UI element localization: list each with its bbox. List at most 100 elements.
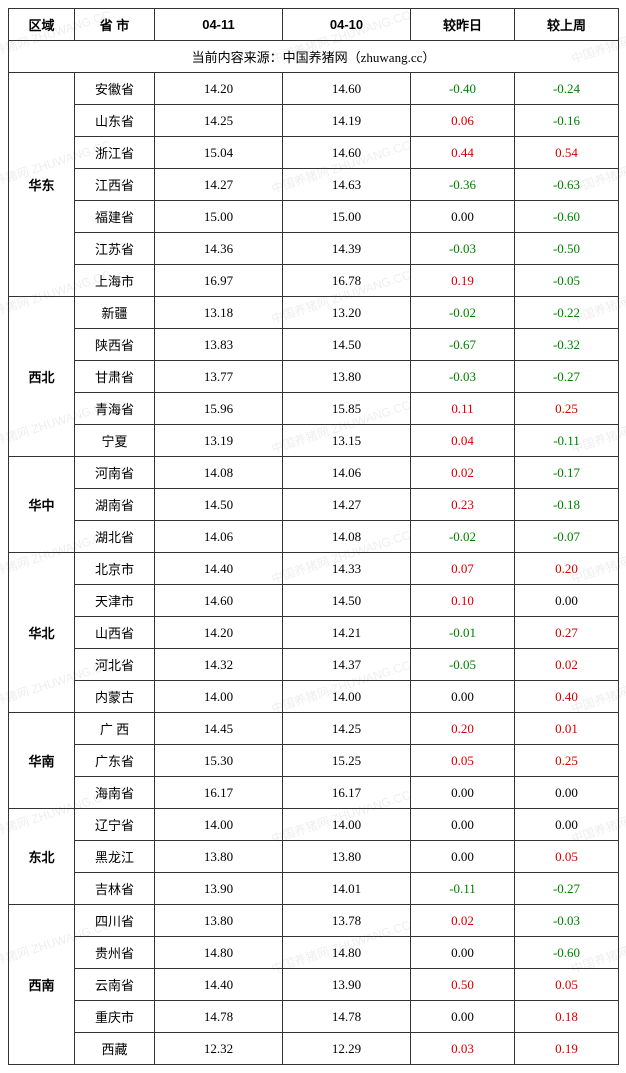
province-cell: 上海市 <box>75 265 155 297</box>
date2-cell: 13.20 <box>283 297 411 329</box>
province-cell: 山西省 <box>75 617 155 649</box>
date2-cell: 13.78 <box>283 905 411 937</box>
vs-lastweek-cell: -0.24 <box>515 73 619 105</box>
date2-cell: 14.63 <box>283 169 411 201</box>
vs-lastweek-cell: -0.03 <box>515 905 619 937</box>
date1-cell: 13.18 <box>155 297 283 329</box>
table-row: 江西省14.2714.63-0.36-0.63 <box>9 169 619 201</box>
region-cell: 华南 <box>9 713 75 809</box>
vs-lastweek-cell: 0.25 <box>515 745 619 777</box>
table-row: 山东省14.2514.190.06-0.16 <box>9 105 619 137</box>
col-vs-yday: 较昨日 <box>411 9 515 41</box>
vs-yesterday-cell: -0.11 <box>411 873 515 905</box>
vs-lastweek-cell: 0.40 <box>515 681 619 713</box>
vs-yesterday-cell: 0.00 <box>411 1001 515 1033</box>
date2-cell: 14.50 <box>283 329 411 361</box>
table-row: 云南省14.4013.900.500.05 <box>9 969 619 1001</box>
date2-cell: 14.25 <box>283 713 411 745</box>
vs-yesterday-cell: 0.50 <box>411 969 515 1001</box>
date1-cell: 13.80 <box>155 905 283 937</box>
vs-lastweek-cell: 0.18 <box>515 1001 619 1033</box>
date1-cell: 14.20 <box>155 73 283 105</box>
province-cell: 贵州省 <box>75 937 155 969</box>
date1-cell: 14.60 <box>155 585 283 617</box>
date2-cell: 14.50 <box>283 585 411 617</box>
date2-cell: 14.33 <box>283 553 411 585</box>
table-row: 西藏12.3212.290.030.19 <box>9 1033 619 1065</box>
vs-lastweek-cell: -0.17 <box>515 457 619 489</box>
date2-cell: 14.27 <box>283 489 411 521</box>
header-row: 区域 省 市 04-11 04-10 较昨日 较上周 <box>9 9 619 41</box>
vs-yesterday-cell: -0.40 <box>411 73 515 105</box>
vs-yesterday-cell: 0.23 <box>411 489 515 521</box>
vs-yesterday-cell: 0.02 <box>411 457 515 489</box>
price-table: 区域 省 市 04-11 04-10 较昨日 较上周 当前内容来源：中国养猪网（… <box>8 8 619 1065</box>
table-row: 上海市16.9716.780.19-0.05 <box>9 265 619 297</box>
province-cell: 宁夏 <box>75 425 155 457</box>
date1-cell: 14.20 <box>155 617 283 649</box>
vs-lastweek-cell: -0.27 <box>515 873 619 905</box>
vs-yesterday-cell: -0.05 <box>411 649 515 681</box>
date2-cell: 13.80 <box>283 841 411 873</box>
region-cell: 华东 <box>9 73 75 297</box>
vs-lastweek-cell: 0.00 <box>515 809 619 841</box>
vs-lastweek-cell: -0.50 <box>515 233 619 265</box>
province-cell: 河北省 <box>75 649 155 681</box>
vs-yesterday-cell: 0.00 <box>411 777 515 809</box>
date2-cell: 13.80 <box>283 361 411 393</box>
vs-yesterday-cell: 0.19 <box>411 265 515 297</box>
table-row: 江苏省14.3614.39-0.03-0.50 <box>9 233 619 265</box>
province-cell: 广东省 <box>75 745 155 777</box>
table-row: 青海省15.9615.850.110.25 <box>9 393 619 425</box>
table-row: 贵州省14.8014.800.00-0.60 <box>9 937 619 969</box>
province-cell: 四川省 <box>75 905 155 937</box>
source-text: 当前内容来源：中国养猪网（zhuwang.cc） <box>9 41 619 73</box>
vs-yesterday-cell: -0.02 <box>411 297 515 329</box>
date2-cell: 14.80 <box>283 937 411 969</box>
col-vs-week: 较上周 <box>515 9 619 41</box>
vs-yesterday-cell: 0.05 <box>411 745 515 777</box>
vs-lastweek-cell: -0.63 <box>515 169 619 201</box>
table-row: 浙江省15.0414.600.440.54 <box>9 137 619 169</box>
vs-yesterday-cell: 0.44 <box>411 137 515 169</box>
vs-lastweek-cell: 0.25 <box>515 393 619 425</box>
vs-yesterday-cell: 0.20 <box>411 713 515 745</box>
province-cell: 北京市 <box>75 553 155 585</box>
vs-lastweek-cell: -0.27 <box>515 361 619 393</box>
col-date1: 04-11 <box>155 9 283 41</box>
table-row: 华北北京市14.4014.330.070.20 <box>9 553 619 585</box>
date1-cell: 14.00 <box>155 681 283 713</box>
region-cell: 华北 <box>9 553 75 713</box>
vs-lastweek-cell: -0.16 <box>515 105 619 137</box>
date2-cell: 13.15 <box>283 425 411 457</box>
vs-yesterday-cell: 0.04 <box>411 425 515 457</box>
table-row: 湖北省14.0614.08-0.02-0.07 <box>9 521 619 553</box>
vs-lastweek-cell: 0.01 <box>515 713 619 745</box>
vs-yesterday-cell: 0.07 <box>411 553 515 585</box>
province-cell: 江西省 <box>75 169 155 201</box>
source-row: 当前内容来源：中国养猪网（zhuwang.cc） <box>9 41 619 73</box>
vs-lastweek-cell: 0.20 <box>515 553 619 585</box>
date2-cell: 14.01 <box>283 873 411 905</box>
table-row: 陕西省13.8314.50-0.67-0.32 <box>9 329 619 361</box>
vs-lastweek-cell: 0.00 <box>515 777 619 809</box>
date1-cell: 16.17 <box>155 777 283 809</box>
vs-lastweek-cell: 0.05 <box>515 841 619 873</box>
province-cell: 黑龙江 <box>75 841 155 873</box>
province-cell: 天津市 <box>75 585 155 617</box>
date2-cell: 16.17 <box>283 777 411 809</box>
date2-cell: 14.39 <box>283 233 411 265</box>
vs-yesterday-cell: 0.00 <box>411 201 515 233</box>
vs-yesterday-cell: -0.01 <box>411 617 515 649</box>
province-cell: 广 西 <box>75 713 155 745</box>
date2-cell: 15.00 <box>283 201 411 233</box>
table-row: 河北省14.3214.37-0.050.02 <box>9 649 619 681</box>
vs-lastweek-cell: -0.60 <box>515 201 619 233</box>
date1-cell: 13.90 <box>155 873 283 905</box>
province-cell: 安徽省 <box>75 73 155 105</box>
date1-cell: 14.40 <box>155 553 283 585</box>
vs-yesterday-cell: 0.00 <box>411 937 515 969</box>
province-cell: 浙江省 <box>75 137 155 169</box>
table-row: 宁夏13.1913.150.04-0.11 <box>9 425 619 457</box>
table-row: 天津市14.6014.500.100.00 <box>9 585 619 617</box>
